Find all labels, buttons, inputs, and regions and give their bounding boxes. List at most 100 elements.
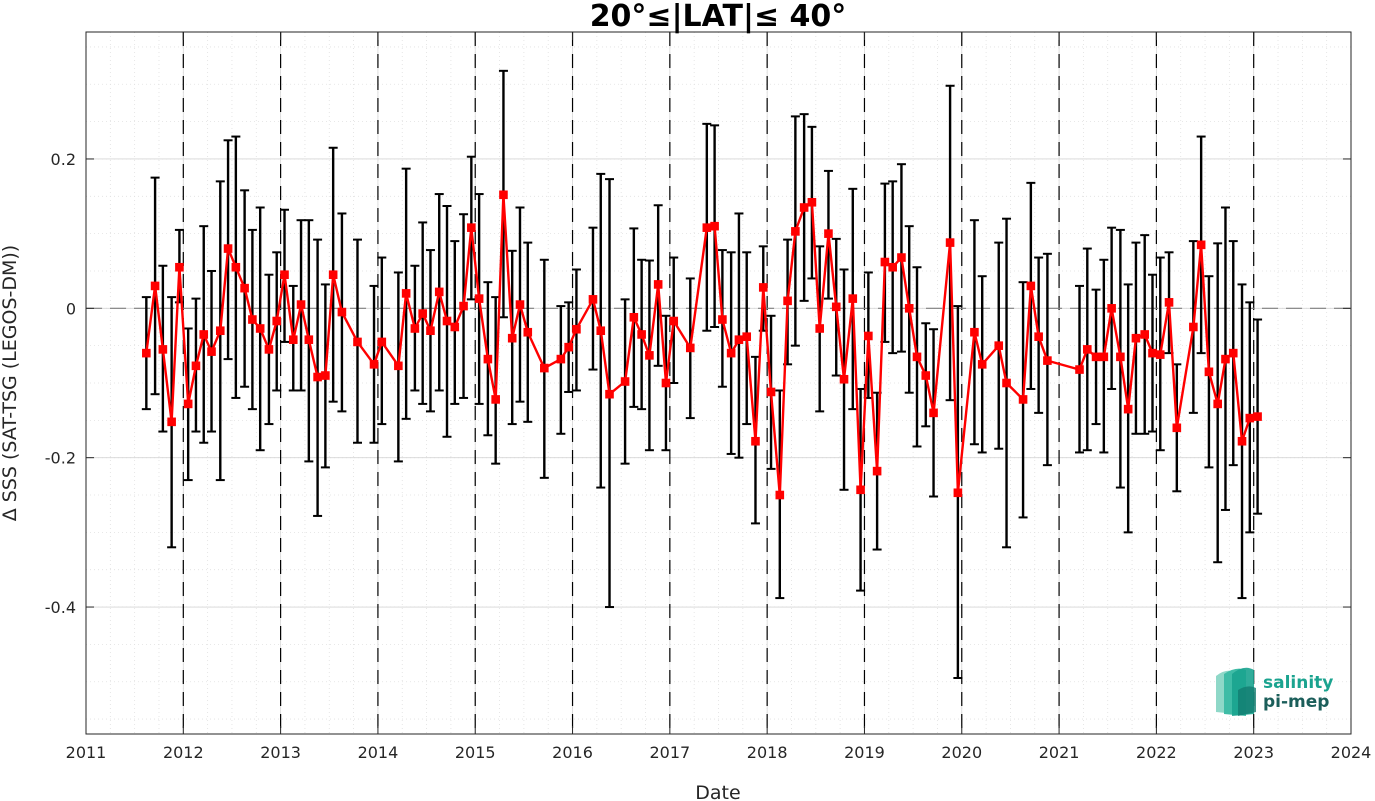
x-tick-label: 2011 (66, 743, 107, 762)
series-markers (142, 190, 1262, 500)
data-point (1148, 348, 1157, 358)
data-point (1140, 330, 1150, 339)
data-point (394, 361, 403, 371)
data-point (1123, 404, 1133, 414)
data-point (337, 307, 347, 317)
data-point (848, 294, 858, 303)
data-point (207, 347, 216, 356)
y-tick-label: 0.2 (51, 150, 76, 169)
data-point (904, 304, 914, 313)
data-point (150, 281, 160, 291)
data-point (483, 354, 493, 364)
data-point (167, 417, 176, 427)
data-point (831, 302, 841, 312)
data-point (726, 348, 736, 358)
data-point (523, 327, 533, 337)
data-point (596, 326, 606, 336)
data-point (1091, 352, 1101, 362)
data-point (191, 361, 201, 371)
data-point (653, 280, 663, 289)
data-point (734, 335, 744, 344)
data-point (467, 223, 476, 232)
data-point (912, 352, 922, 362)
x-tick-label: 2020 (941, 743, 982, 762)
data-point (540, 363, 549, 373)
data-point (313, 372, 322, 382)
data-point (1026, 281, 1036, 291)
data-point (1253, 412, 1262, 421)
data-point (1196, 240, 1206, 250)
error-bar (556, 305, 566, 435)
data-point (815, 324, 825, 333)
data-point (588, 295, 598, 304)
data-point (1221, 354, 1230, 364)
data-point (1099, 352, 1109, 362)
data-point (758, 283, 768, 292)
data-point (751, 436, 760, 446)
data-point (1189, 322, 1198, 332)
data-point (564, 342, 573, 352)
data-point (321, 371, 330, 380)
data-point (158, 345, 168, 354)
data-point (231, 262, 241, 272)
data-point (353, 337, 362, 347)
logo-line2: pi-mep (1263, 692, 1329, 712)
data-point (288, 335, 298, 344)
data-point (1172, 423, 1182, 433)
data-point (304, 335, 314, 344)
data-point (434, 287, 444, 297)
data-point (459, 301, 468, 311)
data-point (661, 378, 671, 388)
data-point (1116, 352, 1125, 362)
data-point (474, 294, 484, 303)
x-tick-label: 2013 (260, 743, 301, 762)
data-point (921, 371, 931, 380)
x-tick-label: 2024 (1331, 743, 1372, 762)
data-point (369, 360, 379, 369)
y-tick-label: -0.4 (45, 598, 76, 617)
axis-ticks (85, 32, 1352, 734)
data-point (783, 296, 792, 306)
data-point (945, 238, 955, 247)
data-point (1204, 367, 1214, 377)
x-tick-label: 2012 (163, 743, 204, 762)
data-point (775, 490, 785, 500)
data-point (839, 374, 849, 384)
data-point (880, 257, 890, 267)
data-point (401, 289, 411, 298)
data-point (888, 262, 897, 272)
data-point (255, 324, 265, 333)
x-tick-labels: 2011 2012 2013 2014 2015 2016 2017 2018 2019 2020… (66, 743, 1372, 762)
data-point (977, 360, 987, 369)
data-point (175, 262, 184, 272)
data-point (515, 300, 525, 309)
data-point (645, 351, 654, 360)
data-point (872, 466, 882, 476)
data-point (1245, 413, 1255, 423)
x-tick-label: 2017 (649, 743, 690, 762)
logo-line1: salinity (1263, 673, 1333, 693)
y-tick-labels: 0.2 0 -0.2 -0.4 (45, 150, 76, 617)
data-point (418, 309, 427, 318)
data-point (685, 343, 695, 353)
data-point (410, 324, 420, 333)
data-point (929, 408, 938, 418)
data-point (272, 316, 282, 326)
x-tick-label: 2021 (1039, 743, 1080, 762)
plot-frame (85, 31, 1352, 735)
data-point (1237, 436, 1247, 446)
data-point (296, 300, 306, 309)
data-point (710, 221, 719, 231)
data-point (215, 326, 225, 336)
data-point (897, 253, 906, 262)
data-point (377, 337, 387, 347)
y-axis-label: Δ SSS (SAT-TSG (LEGOS-DM)) (0, 245, 21, 521)
data-point (791, 227, 800, 236)
data-point (507, 333, 517, 343)
data-point (223, 244, 233, 253)
data-point (1107, 304, 1116, 313)
data-point (491, 395, 500, 404)
data-point (970, 327, 979, 337)
data-point (183, 399, 193, 409)
